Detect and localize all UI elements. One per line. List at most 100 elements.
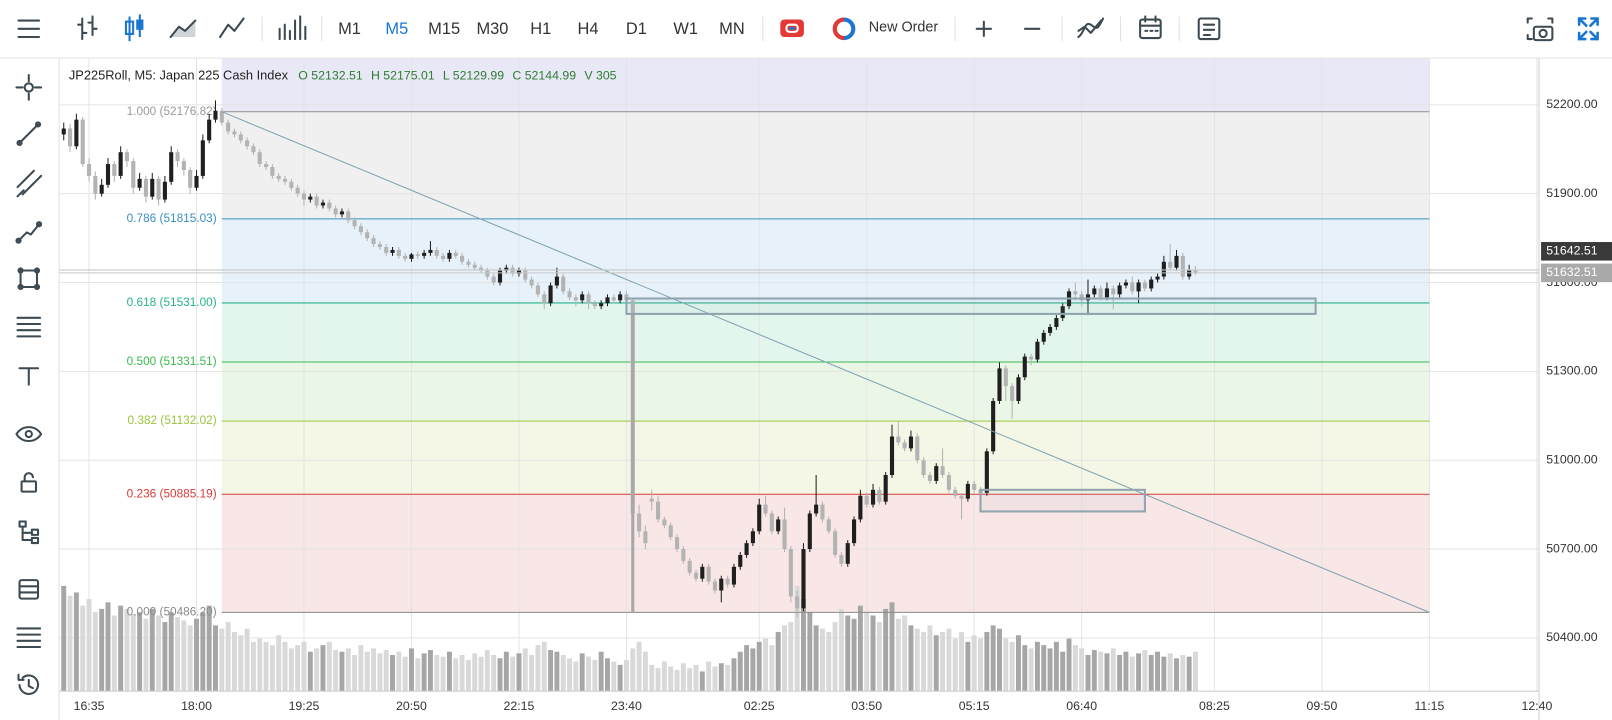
- polyline-tool[interactable]: [15, 221, 43, 244]
- trendline-tool[interactable]: [16, 121, 42, 147]
- history-button[interactable]: [17, 673, 39, 695]
- volume-bar: [510, 656, 516, 692]
- volume-bar: [130, 613, 136, 692]
- indicators-button[interactable]: [1077, 17, 1105, 39]
- crosshair-tool[interactable]: [15, 74, 43, 101]
- timeframe-button[interactable]: M5: [385, 20, 408, 38]
- candle-body: [264, 164, 269, 168]
- candle-chart-button[interactable]: [124, 14, 144, 42]
- calendar-button[interactable]: [1139, 15, 1162, 40]
- candle-body: [276, 175, 281, 179]
- volume-bar: [472, 653, 478, 692]
- ohlc-value: L 52129.99: [443, 68, 504, 82]
- fib-band: [221, 302, 1430, 363]
- candle-body: [1142, 282, 1147, 289]
- lock-toggle[interactable]: [20, 472, 38, 493]
- shape-tool[interactable]: [17, 267, 41, 291]
- volume-bar: [263, 641, 269, 692]
- candle-body: [409, 254, 414, 259]
- timeframe-button[interactable]: D1: [626, 20, 647, 38]
- candle-body: [466, 261, 471, 265]
- candle-body: [561, 276, 566, 292]
- timeframe-button[interactable]: M15: [428, 20, 460, 38]
- list-button[interactable]: [16, 627, 42, 648]
- candle-body: [1079, 294, 1084, 301]
- volume-button[interactable]: [278, 15, 307, 41]
- x-tick-label: 09:50: [1307, 699, 1338, 713]
- volume-bar: [927, 625, 933, 692]
- drawing-rectangle: [625, 297, 1317, 315]
- volume-bar: [586, 656, 591, 692]
- candle-body: [795, 596, 800, 609]
- volume-bar: [73, 592, 79, 692]
- volume-bar: [712, 666, 718, 692]
- candle-body: [757, 504, 762, 532]
- line-chart-button[interactable]: [218, 17, 245, 39]
- bar-chart-button[interactable]: [77, 15, 98, 41]
- candle-body: [282, 178, 288, 182]
- candle-body: [738, 554, 743, 567]
- volume-bar: [295, 645, 301, 692]
- volume-bar: [959, 631, 965, 692]
- timeframe-button[interactable]: W1: [673, 20, 698, 38]
- candle-body: [883, 475, 888, 502]
- volume-bar: [1098, 651, 1104, 692]
- volume-bar: [617, 664, 623, 692]
- candle-body: [1111, 288, 1116, 295]
- timeframe-button[interactable]: H4: [578, 20, 599, 38]
- candle-body: [731, 566, 736, 585]
- candle-body: [624, 294, 629, 301]
- candle-body: [251, 146, 256, 153]
- candle-body: [257, 152, 262, 165]
- volume-bar: [535, 645, 541, 692]
- volume-bar: [1155, 651, 1161, 692]
- new-order-label[interactable]: New Order: [869, 20, 939, 36]
- new-order-button[interactable]: New Order: [832, 17, 939, 41]
- volume-bar: [851, 618, 857, 692]
- timeframe-button[interactable]: MN: [719, 20, 745, 38]
- timeframe-button[interactable]: M1: [338, 20, 361, 38]
- volume-bar: [978, 638, 983, 692]
- area-chart-button[interactable]: [169, 19, 197, 39]
- candle-body: [542, 294, 547, 304]
- volume-bar: [206, 605, 212, 692]
- candle-body: [991, 400, 996, 452]
- layers-button[interactable]: [18, 579, 40, 600]
- volume-bar: [307, 651, 313, 692]
- candle-body: [1060, 306, 1065, 319]
- zoom-in-button[interactable]: [975, 20, 993, 38]
- candle-body: [112, 164, 117, 176]
- volume-bar: [465, 659, 471, 692]
- menu-button[interactable]: [17, 19, 41, 39]
- timeframe-button[interactable]: H1: [530, 20, 551, 38]
- candle-body: [80, 119, 85, 165]
- candle-body: [744, 543, 749, 555]
- fibonacci-tool[interactable]: [16, 316, 42, 338]
- volume-bar: [838, 608, 844, 692]
- volume-bar: [92, 612, 98, 692]
- channel-tool[interactable]: [16, 169, 43, 198]
- volume-bar: [756, 641, 762, 692]
- object-tree[interactable]: [18, 520, 40, 545]
- volume-bar: [99, 608, 105, 692]
- volume-bar: [642, 651, 648, 692]
- volume-bar: [579, 653, 585, 692]
- candle-body: [908, 436, 914, 449]
- fullscreen-button[interactable]: [1577, 17, 1599, 41]
- screenshot-button[interactable]: [1526, 17, 1554, 42]
- text-tool[interactable]: [18, 367, 40, 386]
- fib-band: [221, 362, 1430, 422]
- volume-bar: [339, 651, 345, 692]
- visibility-toggle[interactable]: [15, 426, 43, 443]
- timeframe-button[interactable]: M30: [476, 20, 508, 38]
- candle-body: [693, 572, 699, 579]
- x-tick-label: 20:50: [396, 699, 427, 713]
- one-click-button[interactable]: [780, 19, 804, 38]
- timeframe-group: M1 M5 M15 M30 H1 H4 D1 W1 MN: [338, 20, 745, 38]
- news-button[interactable]: [1197, 17, 1221, 41]
- candle-body: [485, 270, 490, 277]
- candle-body: [776, 519, 781, 532]
- volume-bar: [364, 651, 370, 692]
- x-tick-label: 06:40: [1066, 699, 1097, 713]
- candle-body: [1092, 288, 1097, 295]
